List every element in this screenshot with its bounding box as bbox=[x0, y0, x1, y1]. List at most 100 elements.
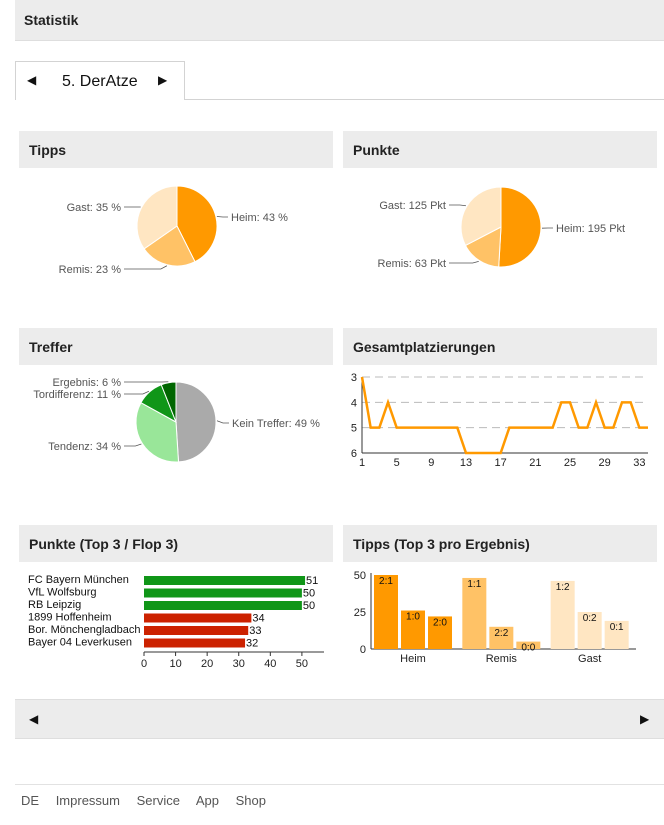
footer-links: DE Impressum Service App Shop bbox=[21, 793, 279, 808]
tipps-top3-category-2: Gast bbox=[578, 653, 601, 665]
footer-link-shop[interactable]: Shop bbox=[235, 793, 267, 808]
pager-prev-arrow-icon[interactable]: ◀ bbox=[29, 712, 39, 726]
treffer-label-0: Kein Treffer: 49 % bbox=[232, 418, 320, 430]
topflop-category-1: VfL Wolfsburg bbox=[28, 587, 96, 599]
tipps-top3-bar-2-1 bbox=[577, 612, 602, 649]
topflop-xtick-2: 20 bbox=[201, 658, 213, 670]
tipps-top3-bar-1-1 bbox=[489, 626, 514, 649]
gesamt-panel-header: Gesamtplatzierungen bbox=[343, 328, 657, 365]
gesamt-title: Gesamtplatzierungen bbox=[353, 339, 496, 355]
punkte-label-1: Remis: 63 Pkt bbox=[378, 258, 446, 270]
player-tab: ◀ 5. DerAtze ▶ bbox=[15, 61, 185, 100]
footer-link-app[interactable]: App bbox=[195, 793, 220, 808]
gesamt-xtick-3: 13 bbox=[460, 457, 472, 469]
punkte-leader-2 bbox=[449, 204, 466, 207]
treffer-leader-1 bbox=[124, 443, 142, 447]
tipps-top3-bar-0-1 bbox=[401, 610, 425, 649]
tipps-slice-0 bbox=[176, 185, 218, 263]
topflop-xtick-1: 10 bbox=[169, 658, 181, 670]
treffer-panel-header: Treffer bbox=[19, 328, 333, 365]
treffer-leader-0 bbox=[216, 420, 229, 424]
tipps-slice-1 bbox=[143, 225, 196, 267]
tipps-top3-ytick-0: 0 bbox=[360, 644, 366, 656]
topflop-category-4: Bor. Mönchengladbach bbox=[28, 624, 141, 636]
page-title: Statistik bbox=[24, 12, 79, 28]
tipps-top3-bar-2-0 bbox=[550, 580, 575, 649]
tipps-top3-barlabel-0-0: 2:1 bbox=[379, 576, 393, 587]
topflop-panel-header: Punkte (Top 3 / Flop 3) bbox=[19, 525, 333, 562]
topflop-bar-chart: FC Bayern München 51 VfL Wolfsburg 50 RB Lei… bbox=[28, 574, 324, 670]
topflop-xtick-4: 40 bbox=[264, 658, 276, 670]
punkte-title: Punkte bbox=[353, 142, 400, 158]
prev-player-arrow-icon[interactable]: ◀ bbox=[27, 73, 37, 87]
gesamt-ytick-2: 5 bbox=[351, 423, 357, 435]
treffer-slice-0 bbox=[175, 381, 217, 463]
punkte-slice-2 bbox=[460, 186, 502, 247]
tipps-top3-ytick-1: 25 bbox=[354, 607, 366, 619]
tipps-title: Tipps bbox=[29, 142, 67, 158]
topflop-value-1: 50 bbox=[303, 588, 315, 600]
topflop-bar-3 bbox=[144, 613, 252, 623]
gesamt-xtick-0: 1 bbox=[359, 457, 365, 469]
gesamt-xtick-5: 21 bbox=[529, 457, 541, 469]
tipps-top3-bar-1-2 bbox=[516, 641, 541, 649]
punkte-leader-1 bbox=[449, 261, 479, 264]
punkte-label-2: Gast: 125 Pkt bbox=[379, 200, 446, 212]
tipps-top3-bar-1-0 bbox=[462, 577, 487, 649]
topflop-xtick-5: 50 bbox=[296, 658, 308, 670]
footer-link-impressum[interactable]: Impressum bbox=[55, 793, 120, 808]
gesamt-xtick-2: 9 bbox=[428, 457, 434, 469]
topflop-value-3: 34 bbox=[252, 613, 264, 625]
treffer-leader-2 bbox=[124, 390, 150, 395]
treffer-label-3: Ergebnis: 6 % bbox=[53, 377, 122, 389]
punkte-panel-header: Punkte bbox=[343, 131, 657, 168]
treffer-slice-1 bbox=[135, 402, 180, 463]
topflop-title: Punkte (Top 3 / Flop 3) bbox=[29, 536, 179, 552]
topflop-category-3: 1899 Hoffenheim bbox=[28, 612, 112, 624]
header-bar: Statistik bbox=[15, 0, 664, 41]
tipps-top3-barlabel-1-1: 2:2 bbox=[494, 628, 508, 639]
tipps-top3-category-0: Heim bbox=[400, 653, 426, 665]
tipps-slice-2 bbox=[136, 185, 178, 250]
tipps-top3-ytick-2: 50 bbox=[354, 570, 366, 582]
tipps-top3-barlabel-0-2: 2:0 bbox=[433, 617, 447, 628]
tipps-top3-bar-0-2 bbox=[428, 616, 452, 649]
tipps-top3-panel-header: Tipps (Top 3 pro Ergebnis) bbox=[343, 525, 657, 562]
pager-bar: ◀ ▶ bbox=[15, 699, 664, 739]
tipps-top3-barlabel-1-2: 0:0 bbox=[521, 643, 535, 654]
punkte-slice-0 bbox=[498, 186, 542, 268]
tipps-label-2: Gast: 35 % bbox=[67, 202, 122, 214]
tipps-top3-category-1: Remis bbox=[486, 653, 518, 665]
topflop-category-2: RB Leipzig bbox=[28, 599, 81, 611]
topflop-category-0: FC Bayern München bbox=[28, 574, 129, 586]
gesamt-series-line bbox=[360, 376, 648, 455]
tipps-top3-bar-0-0 bbox=[374, 575, 398, 649]
punkte-label-0: Heim: 195 Pkt bbox=[556, 223, 625, 235]
topflop-bar-0 bbox=[144, 576, 306, 585]
gesamt-xtick-7: 29 bbox=[599, 457, 611, 469]
treffer-label-2: Tordifferenz: 11 % bbox=[33, 389, 121, 401]
tipps-label-0: Heim: 43 % bbox=[231, 212, 288, 224]
gesamt-xtick-1: 5 bbox=[394, 457, 400, 469]
tipps-panel-header: Tipps bbox=[19, 131, 333, 168]
topflop-bar-2 bbox=[144, 601, 302, 610]
topflop-value-2: 50 bbox=[303, 600, 315, 612]
topflop-bar-4 bbox=[144, 626, 249, 635]
topflop-category-5: Bayer 04 Leverkusen bbox=[28, 637, 132, 649]
treffer-label-1: Tendenz: 34 % bbox=[48, 441, 121, 453]
footer-link-service[interactable]: Service bbox=[136, 793, 180, 808]
footer-divider bbox=[15, 784, 664, 785]
footer-link-de[interactable]: DE bbox=[21, 793, 40, 808]
tipps-leader-1 bbox=[124, 265, 168, 270]
gesamt-line-chart: 3 4 5 61 5 9 13 17 21 25 29 33 bbox=[351, 372, 648, 469]
topflop-bar-1 bbox=[144, 588, 302, 598]
tipps-top3-title: Tipps (Top 3 pro Ergebnis) bbox=[353, 536, 530, 552]
punkte-pie-chart: Heim: 195 Pkt Remis: 63 Pkt Gast: 125 Pkt bbox=[378, 186, 625, 270]
treffer-slice-3 bbox=[160, 381, 177, 423]
tipps-pie-chart: Heim: 43 % Remis: 23 % Gast: 35 % bbox=[59, 185, 288, 276]
tipps-top3-barlabel-1-0: 1:1 bbox=[467, 579, 481, 590]
next-player-arrow-icon[interactable]: ▶ bbox=[158, 73, 168, 87]
tipps-top3-barlabel-0-1: 1:0 bbox=[406, 612, 420, 623]
tipps-label-1: Remis: 23 % bbox=[59, 264, 122, 276]
pager-next-arrow-icon[interactable]: ▶ bbox=[640, 712, 650, 726]
